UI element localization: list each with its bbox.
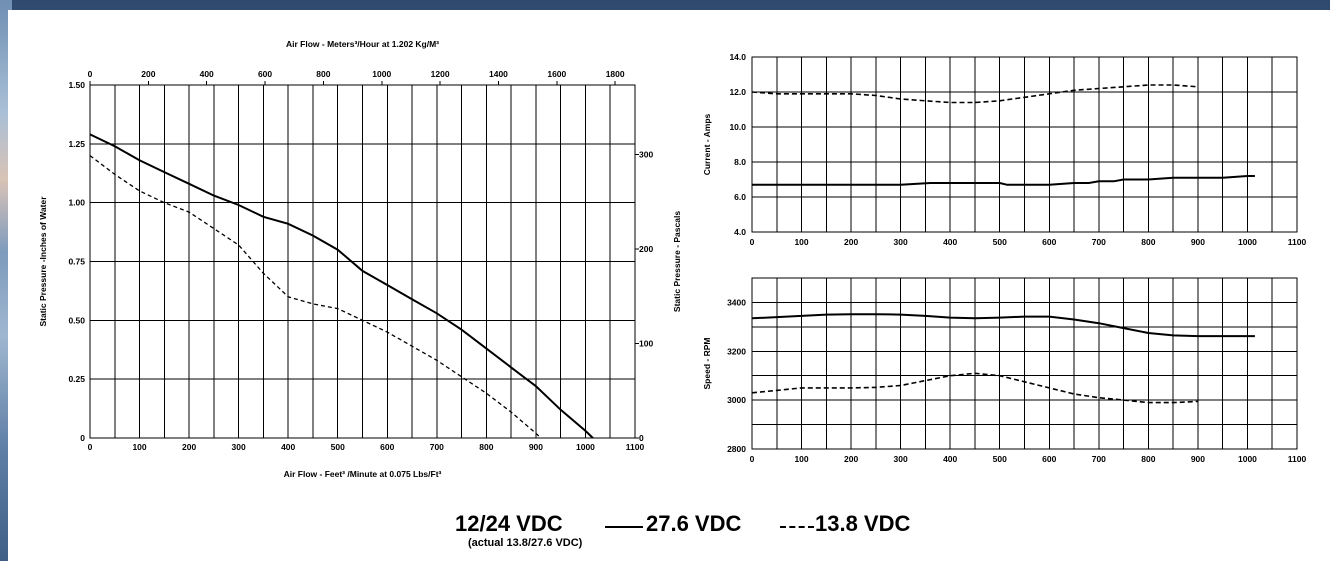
pressure-x2-tick-label: 400: [200, 69, 214, 79]
pressure-y2-tick-label: 100: [639, 338, 653, 348]
pressure-y2-tick-label: 0: [639, 433, 644, 443]
pressure-x2-tick-label: 1800: [606, 69, 625, 79]
pressure-x-tick-label: 0: [88, 442, 93, 452]
pressure-x2-tick-label: 800: [316, 69, 330, 79]
pressure-x2-tick-label: 1200: [431, 69, 450, 79]
current-y-tick-label: 14.0: [729, 52, 746, 62]
speed-x-tick-label: 1000: [1238, 454, 1257, 464]
current-y-axis-label: Current - Amps: [702, 113, 712, 175]
pressure-y2-tick-label: 200: [639, 244, 653, 254]
chart-panel: [8, 10, 1330, 561]
pressure-x-axis-label: Air Flow - Feet³ /Minute at 0.075 Lbs/Ft…: [284, 469, 442, 479]
current-x-tick-label: 1000: [1238, 237, 1257, 247]
pressure-x2-tick-label: 1600: [547, 69, 566, 79]
pressure-x-tick-label: 1000: [576, 442, 595, 452]
current-dashed-series-line: [751, 84, 1198, 104]
speed-x-tick-label: 100: [794, 454, 808, 464]
pressure-y-tick-label: 0: [80, 433, 85, 443]
pressure-x2-tick-label: 200: [141, 69, 155, 79]
current-y-tick-label: 8.0: [734, 157, 746, 167]
speed-y-tick-label: 3400: [727, 297, 746, 307]
current-x-tick-label: 900: [1191, 237, 1205, 247]
pressure-dashed-series-line: [89, 155, 542, 439]
pressure-x2-tick-label: 1400: [489, 69, 508, 79]
pressure-x-tick-label: 1100: [626, 442, 645, 452]
speed-y-tick-label: 2800: [727, 444, 746, 454]
pressure-y-axis-label: Static Pressure -Inches of Water: [38, 196, 48, 327]
speed-frame: [751, 277, 1298, 450]
pressure-y-tick-label: 0.75: [68, 257, 85, 267]
current-x-tick-label: 0: [750, 237, 755, 247]
current-x-tick-label: 400: [943, 237, 957, 247]
current-x-tick-label: 700: [1092, 237, 1106, 247]
pressure-y-tick-label: 1.25: [68, 139, 85, 149]
pressure-x-tick-label: 600: [380, 442, 394, 452]
pressure-x2-axis-label: Air Flow - Meters³/Hour at 1.202 Kg/M³: [286, 39, 439, 49]
current-x-tick-label: 1100: [1288, 237, 1307, 247]
pressure-y2-axis-label: Static Pressure - Pascals: [672, 211, 682, 312]
pressure-y-tick-label: 0.50: [68, 315, 85, 325]
pressure-x-tick-label: 400: [281, 442, 295, 452]
current-x-tick-label: 800: [1141, 237, 1155, 247]
pressure-y-tick-label: 1.00: [68, 198, 85, 208]
pressure-x2-tick-label: 600: [258, 69, 272, 79]
speed-y-tick-label: 3000: [727, 395, 746, 405]
current-x-tick-label: 600: [1042, 237, 1056, 247]
speed-x-tick-label: 600: [1042, 454, 1056, 464]
pressure-x-tick-label: 900: [529, 442, 543, 452]
pressure-x2-tick-label: 1000: [372, 69, 391, 79]
pressure-frame: [89, 84, 636, 439]
pressure-x-tick-label: 500: [331, 442, 345, 452]
current-y-tick-label: 6.0: [734, 192, 746, 202]
current-x-tick-label: 200: [844, 237, 858, 247]
speed-x-tick-label: 900: [1191, 454, 1205, 464]
speed-x-tick-label: 800: [1141, 454, 1155, 464]
speed-x-tick-label: 500: [993, 454, 1007, 464]
pressure-x-tick-label: 300: [232, 442, 246, 452]
current-frame: [751, 56, 1298, 233]
pressure-x-tick-label: 100: [132, 442, 146, 452]
current-y-tick-label: 10.0: [729, 122, 746, 132]
current-x-tick-label: 500: [993, 237, 1007, 247]
speed-solid-series-line: [751, 313, 1255, 338]
speed-y-axis-label: Speed - RPM: [702, 338, 712, 390]
pressure-y2-tick-label: 300: [639, 149, 653, 159]
speed-dashed-series-line: [751, 372, 1198, 404]
pressure-x2-tick-label: 0: [88, 69, 93, 79]
pressure-x-tick-label: 800: [479, 442, 493, 452]
speed-x-tick-label: 200: [844, 454, 858, 464]
pressure-y-tick-label: 0.25: [68, 374, 85, 384]
speed-x-tick-label: 0: [750, 454, 755, 464]
speed-x-tick-label: 700: [1092, 454, 1106, 464]
speed-x-tick-label: 1100: [1288, 454, 1307, 464]
current-y-tick-label: 4.0: [734, 227, 746, 237]
pressure-x-tick-label: 200: [182, 442, 196, 452]
speed-y-tick-label: 3200: [727, 346, 746, 356]
pressure-x-tick-label: 700: [430, 442, 444, 452]
pressure-y-tick-label: 1.50: [68, 80, 85, 90]
current-solid-series-line: [752, 175, 1255, 186]
current-y-tick-label: 12.0: [729, 87, 746, 97]
speed-x-tick-label: 400: [943, 454, 957, 464]
pressure-solid-series-line: [89, 133, 594, 439]
speed-x-tick-label: 300: [894, 454, 908, 464]
current-x-tick-label: 300: [894, 237, 908, 247]
current-x-tick-label: 100: [794, 237, 808, 247]
